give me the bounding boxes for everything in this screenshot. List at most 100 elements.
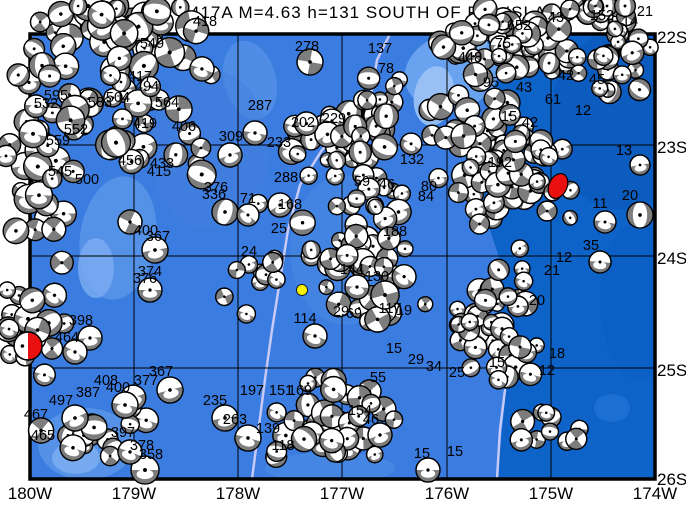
depth-label: 377 [134,373,158,389]
focal-mechanism-beachball [536,200,558,222]
focal-mechanism-beachball [55,105,86,135]
map-frame [28,32,657,481]
focal-mechanism-beachball [0,144,18,168]
focal-mechanism-beachball [2,217,30,245]
focal-mechanism-beachball [367,422,393,448]
depth-label: 42 [558,68,574,84]
longitude-label: 174W [632,484,678,503]
depth-label: 15 [386,341,402,357]
depth-label: 71 [240,191,256,207]
focal-mechanism-beachball [367,198,384,216]
focal-mechanism-beachball [450,122,477,150]
focal-mechanism-beachball [463,335,488,360]
depth-label: 188 [383,224,407,240]
focal-mechanism-beachball [426,93,455,121]
focal-mechanism-beachball [215,287,234,307]
focal-mechanism-beachball [327,150,347,170]
focal-mechanism-beachball [626,201,654,229]
depth-label: 367 [146,229,170,245]
focal-mechanism-beachball [38,64,62,88]
focal-mechanism-beachball [488,370,509,390]
depth-label: 229 [322,111,346,127]
focal-mechanism-beachball [620,40,645,66]
depth-label: 34 [426,359,442,375]
focal-mechanism-beachball [19,287,46,314]
depth-label: 358 [139,447,163,463]
focal-mechanism-beachball [591,79,609,98]
depth-label: 118 [271,438,294,454]
focal-mechanism-beachball [189,56,215,82]
depth-label: 15 [489,355,505,371]
focal-mechanism-beachball [236,203,260,227]
depth-label: 504 [106,90,130,106]
focal-mechanism-beachball [133,407,160,434]
depth-label: 59 [354,174,370,190]
depth-label: 25 [449,365,465,381]
longitude-label: 175W [528,484,574,503]
focal-mechanism-beachball [41,216,67,242]
focal-mechanism-beachball [266,440,288,462]
depth-label: 278 [295,39,319,55]
focal-mechanism-beachball [182,17,210,45]
depth-label: 15 [447,444,463,460]
focal-mechanism-beachball [347,405,370,427]
focal-mechanism-beachball [234,424,262,452]
focal-mechanism-beachball [335,243,359,267]
focal-mechanism-beachball [100,65,121,86]
focal-mechanism-beachball [562,209,579,226]
depth-label: 202 [291,115,315,131]
focal-mechanism-beachball [0,318,20,340]
focal-mechanism-beachball [502,35,522,54]
depth-label: 21 [544,263,560,279]
focal-mechanism-beachball [538,147,559,167]
focal-mechanism-beachball [47,0,75,28]
focal-mechanism-beachball [612,65,632,85]
focal-mechanism-beachball [299,166,318,185]
depth-label: 14 [622,14,638,30]
focal-mechanism-beachball [518,362,543,387]
focal-mechanism-beachball [487,258,510,281]
focal-mechanism-beachball [509,428,534,452]
focal-mechanism-beachball [139,75,161,98]
depth-label: 464 [55,330,79,346]
depth-label: 263 [223,412,247,428]
depth-label: 378 [130,438,154,454]
depth-label: 467 [24,407,48,423]
focal-mechanism-beachball [128,50,159,81]
focal-mechanism-beachball [99,445,121,467]
depth-label: 117 [378,301,401,317]
focal-mechanism-beachball [370,280,400,310]
focal-mechanism-beachball [417,296,434,313]
focal-mechanism-beachball [190,137,212,159]
depth-label: 197 [240,383,264,399]
depth-label: 20 [529,293,545,309]
focal-mechanism-beachball [461,358,481,378]
focal-mechanism-beachball [100,127,132,158]
focal-mechanism-beachball [498,103,521,126]
depth-label: 114 [293,311,316,327]
depth-label: 417 [128,69,152,85]
focal-mechanism-beachball [415,457,441,483]
focal-mechanism-beachball [359,255,381,278]
depth-label: 559 [46,133,70,149]
focal-mechanism-beachball [40,337,64,360]
depth-label: 374 [138,264,162,280]
depth-label: 233 [267,135,291,151]
focal-mechanism-beachball [294,111,319,136]
focal-mechanism-beachball [142,0,172,26]
focal-mechanism-beachball [163,142,189,168]
focal-mechanism-beachball [560,0,580,20]
focal-mechanism-beachball [6,63,31,87]
depth-label: 12 [556,250,572,266]
depth-label: 433 [150,156,174,172]
focal-mechanism-beachball [343,223,369,249]
focal-mechanism-beachball [299,374,317,393]
focal-mechanism-beachball [111,391,139,419]
focal-mechanism-beachball [593,210,617,234]
focal-mechanism-beachball [483,191,505,214]
depth-label: 13 [616,143,632,159]
focal-mechanism-beachball [606,20,624,38]
focal-mechanism-beachball [59,434,87,462]
focal-mechanism-beachball [507,295,529,318]
